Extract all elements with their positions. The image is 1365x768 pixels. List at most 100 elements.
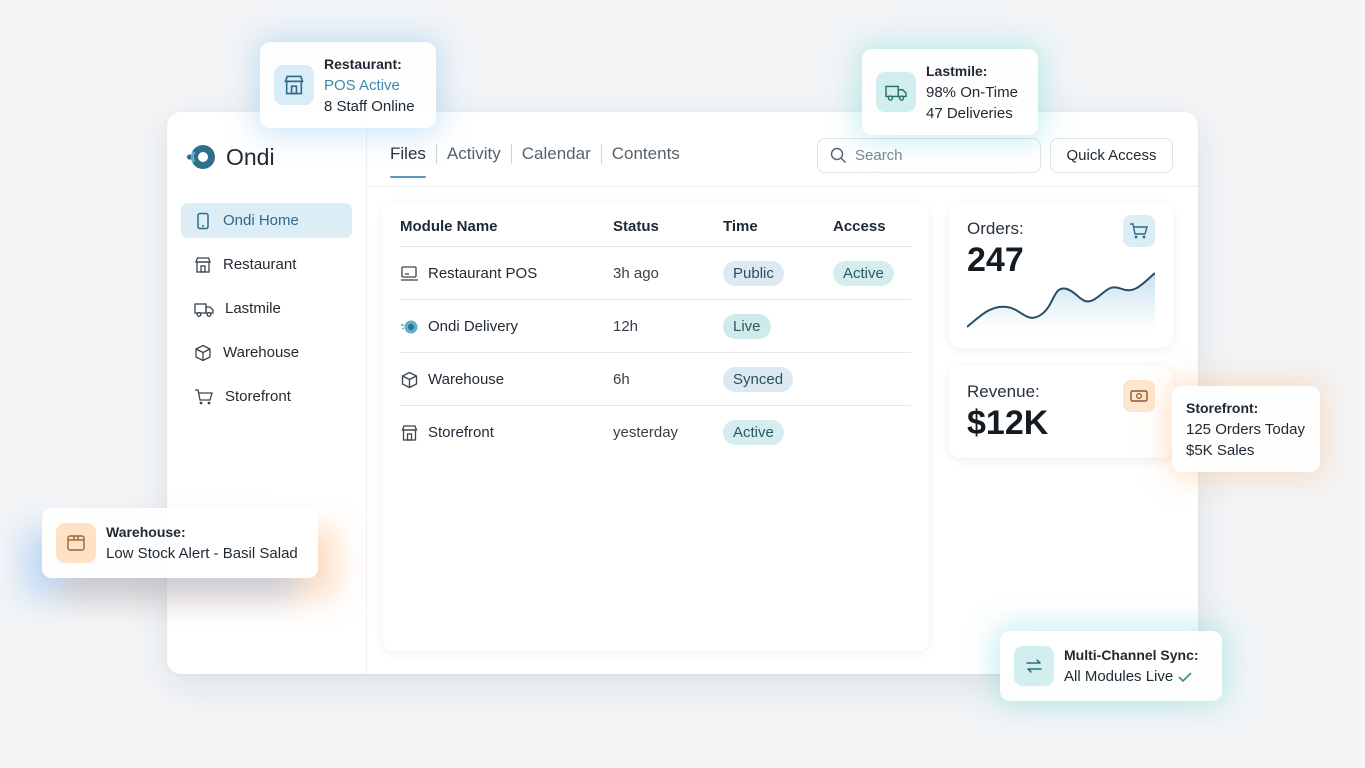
- module-name: Storefront: [428, 424, 494, 441]
- sidebar-item-label: Storefront: [225, 388, 291, 405]
- status-badge: Synced: [723, 367, 794, 392]
- table-row[interactable]: Storefront yesterday Active: [400, 406, 911, 459]
- search-input[interactable]: [855, 147, 1025, 164]
- pos-terminal-icon: [401, 265, 418, 281]
- revenue-value: $12K: [967, 404, 1049, 442]
- revenue-card[interactable]: Revenue: $12K: [949, 366, 1173, 458]
- column-header-module-name[interactable]: Module Name: [400, 218, 498, 235]
- checkmark-icon: [1178, 672, 1192, 683]
- table-header: Module Name Status Time Access: [400, 203, 911, 247]
- app-window: Ondi Ondi Home Restaurant Lastmile Wareh…: [167, 112, 1198, 674]
- status-cell: Synced: [723, 353, 794, 406]
- storefront-icon: [195, 256, 211, 273]
- restaurant-float-text: Restaurant: POS Active 8 Staff Online: [324, 54, 415, 117]
- sidebar: Ondi Ondi Home Restaurant Lastmile Wareh…: [167, 112, 367, 674]
- column-header-time[interactable]: Time: [723, 218, 758, 235]
- sync-arrows-icon: [1014, 646, 1054, 686]
- delivery-icon: [401, 320, 418, 333]
- orders-card[interactable]: Orders: 247: [949, 203, 1173, 348]
- float-title: Lastmile:: [926, 62, 988, 79]
- float-line: All Modules Live: [1064, 668, 1174, 685]
- search-icon: [830, 147, 847, 164]
- orders-sparkline: [967, 272, 1155, 331]
- logo[interactable]: Ondi: [186, 141, 275, 173]
- top-bar: Files Activity Calendar Contents Quick A…: [367, 112, 1198, 187]
- float-line: 98% On-Time: [926, 83, 1018, 101]
- sidebar-item-warehouse[interactable]: Warehouse: [181, 335, 352, 370]
- cart-icon: [195, 388, 213, 404]
- storefront-icon: [401, 424, 418, 441]
- column-header-status[interactable]: Status: [613, 218, 659, 235]
- cart-icon: [1123, 215, 1155, 247]
- ondi-logo-icon: [186, 145, 215, 169]
- float-title: Warehouse:: [106, 524, 186, 540]
- orders-label: Orders:: [967, 219, 1024, 238]
- status-badge: Live: [723, 314, 771, 339]
- search-box[interactable]: [817, 138, 1041, 173]
- module-name-cell: Ondi Delivery: [400, 300, 518, 353]
- storefront-float-card[interactable]: Storefront: 125 Orders Today $5K Sales: [1172, 386, 1320, 472]
- time-cell: 3h ago: [613, 265, 659, 282]
- float-line: $5K Sales: [1186, 441, 1255, 459]
- warehouse-float-card[interactable]: Warehouse: Low Stock Alert - Basil Salad: [42, 508, 318, 578]
- box-icon: [195, 344, 211, 361]
- tab-bar: Files Activity Calendar Contents: [390, 144, 690, 178]
- truck-icon: [876, 72, 916, 112]
- table-row[interactable]: Warehouse 6h Synced: [400, 353, 911, 406]
- access-badge: Active: [833, 261, 894, 286]
- column-header-access[interactable]: Access: [833, 218, 886, 235]
- table-row[interactable]: Restaurant POS 3h ago Public Active: [400, 247, 911, 300]
- sidebar-nav: Ondi Home Restaurant Lastmile Warehouse …: [181, 203, 352, 423]
- sidebar-item-restaurant[interactable]: Restaurant: [181, 247, 352, 282]
- restaurant-float-card[interactable]: Restaurant: POS Active 8 Staff Online: [260, 42, 436, 128]
- sidebar-item-label: Restaurant: [223, 256, 297, 273]
- phone-icon: [197, 212, 209, 229]
- truck-icon: [194, 302, 214, 317]
- tab-calendar[interactable]: Calendar: [521, 144, 591, 163]
- app-name: Ondi: [226, 143, 275, 170]
- lastmile-float-text: Lastmile: 98% On-Time 47 Deliveries: [926, 61, 1018, 124]
- status-cell: Public: [723, 247, 784, 300]
- status-cell: Active: [723, 406, 784, 459]
- float-line: Low Stock Alert - Basil Salad: [106, 545, 298, 562]
- float-title: Restaurant:: [324, 55, 402, 72]
- sidebar-item-lastmile[interactable]: Lastmile: [181, 291, 352, 326]
- float-title: Multi-Channel Sync:: [1064, 647, 1199, 663]
- revenue-label: Revenue:: [967, 382, 1040, 401]
- cash-icon: [1123, 380, 1155, 412]
- box-icon: [401, 371, 418, 388]
- float-line: 8 Staff Online: [324, 97, 415, 115]
- tab-files[interactable]: Files: [390, 144, 436, 178]
- access-cell: Active: [833, 247, 894, 300]
- time-cell: 12h: [613, 318, 639, 335]
- tab-activity[interactable]: Activity: [446, 144, 501, 163]
- storefront-icon: [274, 65, 314, 105]
- float-title: Storefront:: [1186, 399, 1259, 416]
- orders-value: 247: [967, 241, 1024, 279]
- modules-table: Module Name Status Time Access Restauran…: [382, 203, 929, 651]
- status-badge: Public: [723, 261, 784, 286]
- sidebar-item-label: Lastmile: [225, 300, 281, 317]
- warehouse-float-text: Warehouse: Low Stock Alert - Basil Salad: [106, 522, 298, 564]
- float-line: POS Active: [324, 76, 400, 94]
- sidebar-item-ondi-home[interactable]: Ondi Home: [181, 203, 352, 238]
- tab-divider: [600, 144, 602, 164]
- module-name-cell: Warehouse: [400, 353, 504, 406]
- float-line: 125 Orders Today: [1186, 420, 1305, 438]
- sync-float-card[interactable]: Multi-Channel Sync: All Modules Live: [1000, 631, 1222, 701]
- lastmile-float-card[interactable]: Lastmile: 98% On-Time 47 Deliveries: [862, 49, 1038, 135]
- module-name: Warehouse: [428, 371, 505, 388]
- sidebar-item-label: Ondi Home: [223, 212, 299, 229]
- box-icon: [56, 523, 96, 563]
- storefront-float-text: Storefront: 125 Orders Today $5K Sales: [1186, 398, 1305, 461]
- table-row[interactable]: Ondi Delivery 12h Live: [400, 300, 911, 353]
- quick-access-button[interactable]: Quick Access: [1050, 138, 1173, 173]
- status-badge: Active: [723, 420, 784, 445]
- module-name-cell: Storefront: [400, 406, 494, 459]
- time-cell: 6h: [613, 371, 630, 388]
- module-name: Restaurant POS: [428, 265, 538, 282]
- tab-contents[interactable]: Contents: [611, 144, 680, 163]
- tab-divider: [510, 144, 512, 164]
- sidebar-item-storefront[interactable]: Storefront: [181, 379, 352, 414]
- tab-divider: [435, 144, 437, 164]
